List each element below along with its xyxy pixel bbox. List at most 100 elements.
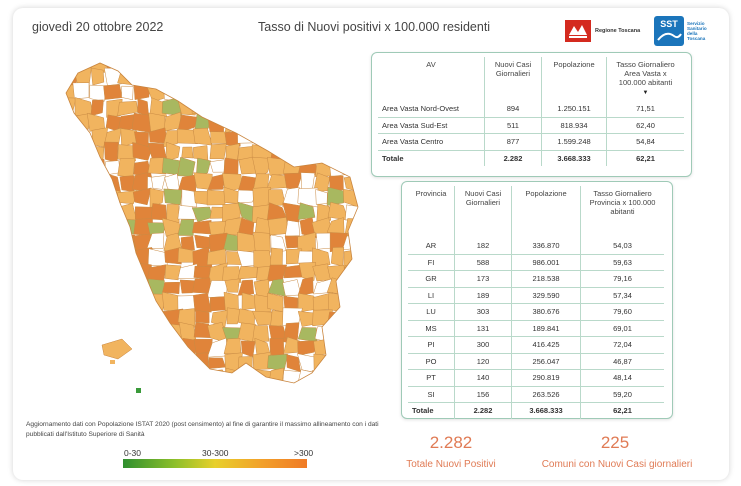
municipality-area (103, 188, 121, 208)
municipality-area (223, 386, 242, 400)
municipality-area (87, 235, 106, 251)
prov-cell: PI (408, 336, 455, 354)
municipality-area (208, 357, 226, 369)
municipality-area (66, 337, 75, 355)
municipality-area (330, 246, 345, 267)
prov-cell: 54,03 (580, 238, 664, 255)
sst-logo: SST Servizio Sanitario della Toscana (654, 16, 707, 46)
prov-cell: MS (408, 320, 455, 337)
municipality-area (297, 111, 314, 132)
municipality-area (329, 85, 349, 100)
municipality-area (192, 127, 213, 146)
municipality-area (104, 141, 119, 164)
municipality-area (66, 307, 77, 328)
prov-cell: 131 (454, 320, 512, 337)
av-header-population: Popolazione (541, 57, 607, 101)
prov-cell: 336.870 (511, 238, 581, 255)
municipality-area (226, 307, 242, 325)
municipality-area (178, 63, 198, 73)
municipality-area (209, 143, 227, 160)
prov-cell: 380.676 (511, 303, 581, 321)
av-total-cell: Totale (378, 150, 485, 166)
municipality-area (297, 276, 314, 297)
municipality-area (103, 84, 123, 100)
prov-cell: 588 (454, 254, 512, 271)
av-total-cell: 2.282 (484, 150, 542, 166)
municipality-area (147, 67, 165, 87)
municipality-area (66, 114, 76, 131)
municipality-area (71, 247, 93, 266)
municipality-area (312, 247, 331, 267)
municipality-area (117, 158, 136, 178)
municipality-area (133, 337, 150, 356)
municipality-area (75, 141, 93, 161)
municipality-area (89, 264, 108, 280)
municipality-area (89, 203, 107, 221)
table-row: Area Vasta Nord-Ovest 894 1.250.151 71,51 (378, 101, 684, 118)
municipality-area (71, 352, 91, 371)
municipality-area (121, 85, 134, 101)
municipality-area (297, 97, 318, 117)
municipality-area (105, 262, 122, 282)
table-row: FI 588 986.001 59,63 (408, 254, 664, 271)
municipality-area (343, 370, 358, 383)
municipality-area (297, 202, 316, 220)
municipality-area (163, 382, 183, 383)
table-row: AR 182 336.870 54,03 (408, 238, 664, 255)
table-row: MS 131 189.841 69,01 (408, 320, 664, 337)
municipality-area (88, 385, 106, 400)
table-row: GR 173 218.538 79,16 (408, 270, 664, 288)
municipality-area (314, 385, 331, 400)
municipality-area (105, 322, 121, 341)
av-cell: 1.250.151 (541, 101, 607, 118)
region-outline (65, 62, 359, 384)
municipality-area (209, 159, 225, 173)
municipality-area (283, 172, 303, 189)
municipality-area (283, 264, 303, 279)
table-total-row: Totale 2.282 3.668.333 62,21 (378, 150, 684, 166)
prov-cell: 69,01 (580, 320, 664, 337)
municipality-area (71, 321, 92, 343)
municipality-area (88, 325, 107, 343)
municipality-area (88, 158, 106, 178)
municipality-area (116, 309, 134, 327)
municipality-area (267, 98, 288, 115)
area-vasta-table: AV Nuovi Casi Giornalieri Popolazione Ta… (378, 57, 684, 166)
municipality-area (222, 63, 243, 72)
total-positives-label: Totale Nuovi Positivi (406, 459, 496, 470)
tuscany-choropleth-map (65, 62, 360, 400)
municipality-area (237, 189, 259, 204)
municipality-area (71, 187, 92, 206)
municipality-area (327, 63, 348, 74)
municipality-area (311, 370, 331, 383)
prov-cell: 79,60 (580, 303, 664, 321)
sort-down-icon[interactable]: ▼ (642, 90, 649, 96)
municipality-area (342, 310, 358, 326)
municipality-area (343, 385, 360, 400)
sst-text: Servizio Sanitario della Toscana (687, 21, 707, 41)
av-header-cases: Nuovi Casi Giornalieri (484, 57, 542, 101)
prov-header-cases: Nuovi Casi Giornalieri (454, 186, 512, 238)
table-row: PO 120 256.047 46,87 (408, 353, 664, 370)
municipality-area (117, 63, 135, 73)
municipality-area (316, 203, 332, 222)
municipality-area (301, 81, 318, 104)
municipality-area (237, 279, 255, 296)
municipality-area (301, 128, 318, 148)
municipality-area (72, 371, 91, 383)
municipality-area (330, 354, 347, 372)
regione-toscana-logo: Regione Toscana (565, 20, 640, 42)
municipality-area (327, 116, 347, 131)
prov-cell: AR (408, 238, 455, 255)
table-row: SI 156 263.526 59,20 (408, 386, 664, 403)
municipality-area (255, 127, 271, 147)
municipality-area (346, 130, 358, 147)
municipality-area (344, 63, 358, 72)
municipality-area (177, 205, 197, 220)
av-header-rate[interactable]: Tasso Giornaliero Area Vasta x 100.000 a… (616, 60, 675, 96)
municipality-area (117, 202, 137, 221)
municipality-area (66, 368, 78, 383)
municipality-area (164, 247, 182, 265)
municipality-area (134, 366, 154, 383)
prov-cell: 140 (454, 369, 512, 387)
